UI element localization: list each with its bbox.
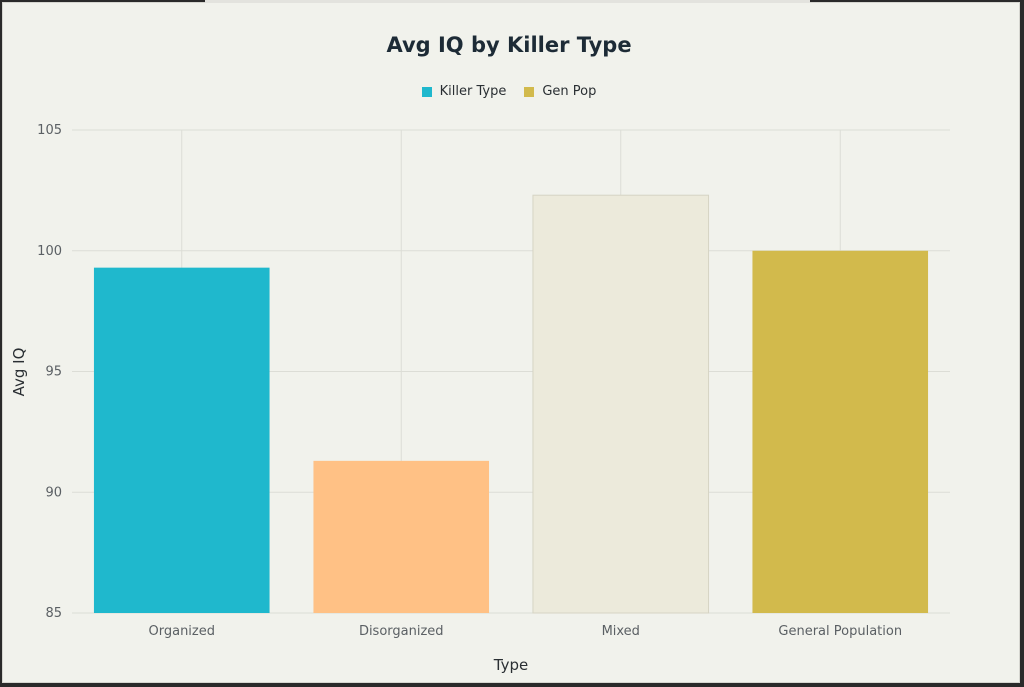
top-divider bbox=[205, 0, 810, 3]
legend-swatch-gen-pop bbox=[524, 86, 535, 97]
y-tick-label: 85 bbox=[45, 606, 62, 621]
y-axis-label: Avg IQ bbox=[10, 348, 28, 397]
legend-item-gen-pop: Gen Pop bbox=[524, 84, 596, 99]
x-tick-label: Disorganized bbox=[359, 624, 444, 639]
x-axis-label: Type bbox=[493, 656, 528, 674]
legend-swatch-killer-type bbox=[421, 86, 432, 97]
bar-organized bbox=[93, 267, 270, 613]
y-tick-label: 100 bbox=[37, 244, 62, 259]
y-tick-label: 95 bbox=[45, 365, 62, 380]
legend-label-gen-pop: Gen Pop bbox=[542, 84, 597, 99]
bar-disorganized bbox=[313, 460, 490, 613]
x-tick-label: Mixed bbox=[602, 624, 640, 639]
legend-item-killer-type: Killer Type bbox=[421, 84, 507, 99]
x-tick-label: General Population bbox=[778, 624, 902, 639]
chart-legend: Killer Type Gen Pop bbox=[0, 84, 1018, 99]
bar-mixed bbox=[532, 194, 710, 614]
chart-title: Avg IQ by Killer Type bbox=[386, 33, 632, 57]
legend-label-killer-type: Killer Type bbox=[439, 84, 507, 99]
x-tick-label: Organized bbox=[149, 624, 216, 639]
y-tick-label: 105 bbox=[37, 123, 62, 138]
y-tick-label: 90 bbox=[45, 485, 62, 500]
bar-general-population bbox=[752, 250, 929, 613]
